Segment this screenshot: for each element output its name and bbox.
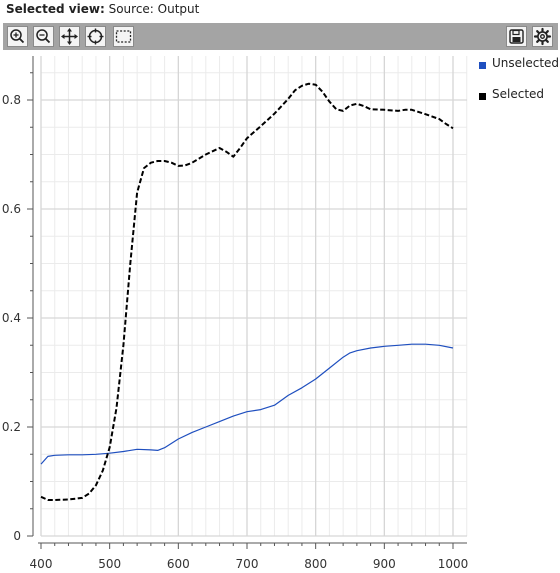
y-tick-label: 0.6 [2,202,21,216]
x-tick-label: 900 [373,557,396,571]
x-tick-label: 600 [167,557,190,571]
x-tick-label: 700 [236,557,259,571]
legend-swatch-unselected [479,62,486,69]
legend-label-selected: Selected [492,87,545,101]
series-line-unselected [40,343,454,465]
save-icon [509,29,524,44]
x-tick-label: 1000 [438,557,469,571]
legend-label-unselected: Unselected [492,56,560,70]
pan-button[interactable] [59,26,80,47]
series-line-selected [40,82,454,501]
y-tick-label: 0 [13,529,21,543]
selected-view-header: Selected view: Source: Output [6,2,199,20]
box-select-icon [115,30,132,43]
x-tick-label: 500 [98,557,121,571]
legend-item-selected[interactable]: Selected [477,87,559,118]
reset-view-button[interactable] [85,26,106,47]
legend-swatch-selected [479,93,486,100]
x-tick-label: 800 [304,557,327,571]
chart-legend: Unselected Selected [477,56,559,118]
y-tick-label: 0.4 [2,311,21,325]
pan-icon [61,28,78,45]
y-tick-label: 0.8 [2,93,21,107]
zoom-out-icon [36,29,51,44]
selected-view-value: Source: Output [108,2,200,16]
settings-icon [533,27,552,46]
chart-axes [32,56,467,544]
chart-tick-labels: 400 500 600 700 800 900 1000 0 0.2 0.4 0.6 0.8 [2,93,468,571]
legend-item-unselected[interactable]: Unselected [477,56,559,87]
plot-toolbar [3,23,558,50]
selected-view-label: Selected view: [6,2,105,16]
y-tick-label: 0.2 [2,420,21,434]
zoom-out-button[interactable] [33,26,54,47]
chart-ticks [27,72,454,549]
chart-series [40,82,454,501]
reset-view-icon [87,28,104,45]
zoom-in-button[interactable] [7,26,28,47]
zoom-in-icon [10,29,25,44]
chart-grid [40,56,468,537]
box-select-button[interactable] [113,26,134,47]
x-tick-label: 400 [30,557,53,571]
save-button[interactable] [506,26,527,47]
settings-button[interactable] [532,26,553,47]
